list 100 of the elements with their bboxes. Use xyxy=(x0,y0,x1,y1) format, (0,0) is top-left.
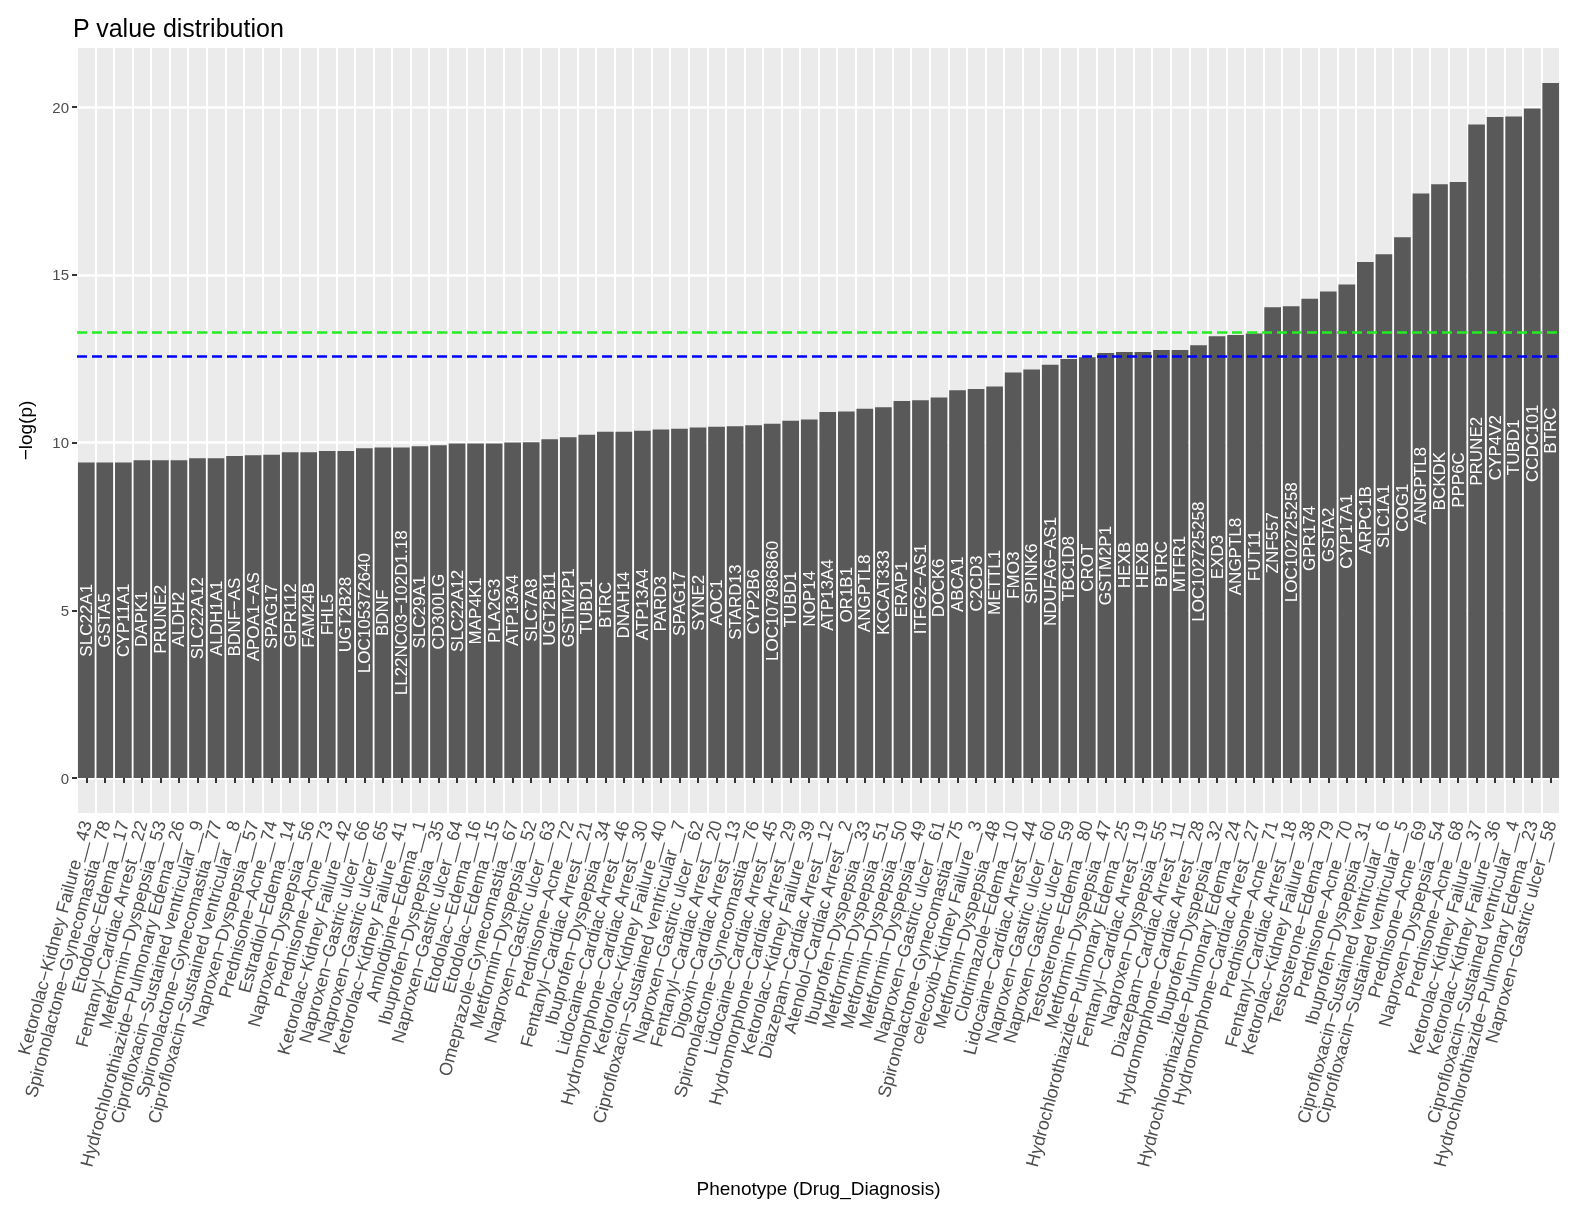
bar xyxy=(671,428,688,779)
bar xyxy=(782,420,800,779)
chart-title: P value distribution xyxy=(73,13,284,42)
annotation: CYP2B6 xyxy=(744,569,764,635)
annotation: GSTA2 xyxy=(1318,507,1338,563)
annotation: COG1 xyxy=(1392,483,1412,532)
bar xyxy=(1134,351,1152,779)
annotation: ALDH2 xyxy=(169,591,189,647)
bar xyxy=(1023,369,1041,779)
annotation: BDNF xyxy=(373,589,393,636)
annotation: BCKDK xyxy=(1430,451,1450,511)
annotation: OR1B1 xyxy=(836,566,856,623)
annotation: SLC22A12 xyxy=(447,569,467,652)
annotation: BTRC xyxy=(1541,407,1561,454)
annotation: SPAG17 xyxy=(669,571,689,636)
bar xyxy=(1449,181,1467,779)
annotation: TUBD1 xyxy=(781,571,801,628)
annotation: ATP13A4 xyxy=(503,574,523,647)
bar xyxy=(930,397,948,779)
annotation: NOP14 xyxy=(799,570,819,627)
y-tick-label: 5 xyxy=(60,601,69,619)
annotation: GPR112 xyxy=(280,583,300,648)
y-tick-label: 15 xyxy=(52,266,69,284)
annotation: GSTM2P1 xyxy=(558,567,578,648)
bar xyxy=(1394,237,1411,779)
bar xyxy=(1208,336,1226,779)
bar xyxy=(893,400,911,779)
bar xyxy=(170,460,188,779)
bar xyxy=(430,445,447,779)
annotation: ZNF557 xyxy=(1263,512,1283,574)
annotation: TBC1D8 xyxy=(1059,535,1079,602)
bar xyxy=(1245,333,1263,779)
annotation: ANGPTL8 xyxy=(1226,517,1246,596)
annotation: MTFR1 xyxy=(1170,535,1190,593)
bar xyxy=(652,429,670,779)
annotation: SLC7A8 xyxy=(521,578,541,642)
bar xyxy=(689,427,707,779)
annotation: MAP4K1 xyxy=(466,577,486,645)
annotation: LL22NC03−102D1.18 xyxy=(391,530,411,696)
bar xyxy=(1486,117,1504,779)
annotation: SYNE2 xyxy=(688,574,708,631)
annotation: ALDH1A1 xyxy=(206,580,226,657)
bar xyxy=(1004,372,1022,779)
annotation: ITFG2−AS1 xyxy=(910,544,930,635)
annotation: FAM24B xyxy=(299,582,319,648)
annotation: SLC1A1 xyxy=(1374,484,1394,548)
annotation: APOA1−AS xyxy=(243,572,263,662)
annotation: TUBD1 xyxy=(577,578,597,635)
annotation: CYP4V2 xyxy=(1485,415,1505,481)
annotation: CYP17A1 xyxy=(1337,493,1357,569)
bar xyxy=(949,390,966,779)
annotation: CROT xyxy=(1077,543,1097,592)
annotation: UGT2B11 xyxy=(540,571,560,646)
annotation: ATP13A4 xyxy=(818,559,838,631)
annotation: BTRC xyxy=(1151,540,1171,588)
annotation: ATP13A4 xyxy=(632,568,652,641)
bar xyxy=(634,430,651,779)
annotation: CYP11A1 xyxy=(113,583,133,657)
annotation: DAPK1 xyxy=(132,591,152,648)
annotation: HEXB xyxy=(1114,541,1134,589)
annotation: GSTA5 xyxy=(95,593,115,648)
bar xyxy=(875,407,892,779)
bar xyxy=(837,411,855,779)
bar xyxy=(1190,345,1207,779)
annotation: SLC22A12 xyxy=(187,577,207,660)
bar xyxy=(596,431,614,779)
annotation: EXD3 xyxy=(1207,534,1227,580)
bar xyxy=(1171,349,1189,779)
bar xyxy=(1412,193,1430,779)
bar xyxy=(1153,349,1170,779)
bar xyxy=(912,400,929,779)
bar xyxy=(708,426,725,779)
annotation: ARPC1B xyxy=(1355,486,1375,555)
bar xyxy=(745,425,762,779)
annotation: C2CD3 xyxy=(966,555,986,612)
annotation: CCDC101 xyxy=(1522,404,1542,482)
annotation: UGT2B28 xyxy=(336,576,356,653)
annotation: BTRC xyxy=(595,581,615,629)
annotation: HEXB xyxy=(1133,541,1153,589)
annotation: SLC22A1 xyxy=(76,583,96,657)
annotation: NDUFA6−AS1 xyxy=(1040,516,1060,626)
bar xyxy=(263,454,280,779)
bar xyxy=(1431,184,1448,779)
bar xyxy=(986,386,1003,779)
bar xyxy=(133,460,151,779)
annotation: GPR174 xyxy=(1300,505,1320,571)
annotation: ANGPTL8 xyxy=(1411,447,1431,525)
annotation: DOCK6 xyxy=(929,558,949,618)
annotation: METTL1 xyxy=(985,549,1005,615)
annotation: LOC102725258 xyxy=(1281,482,1301,603)
bar xyxy=(1264,307,1282,779)
annotation: FMO3 xyxy=(1003,551,1023,599)
annotation: PPP6C xyxy=(1448,452,1468,508)
bar xyxy=(467,443,484,779)
annotation: TUBD1 xyxy=(1504,419,1524,476)
annotation: PARD3 xyxy=(651,576,671,632)
annotation: PRUNE2 xyxy=(1467,416,1487,486)
bar xyxy=(1357,262,1374,779)
y-axis-title: −log(p) xyxy=(15,400,36,461)
y-tick-label: 10 xyxy=(52,434,69,452)
